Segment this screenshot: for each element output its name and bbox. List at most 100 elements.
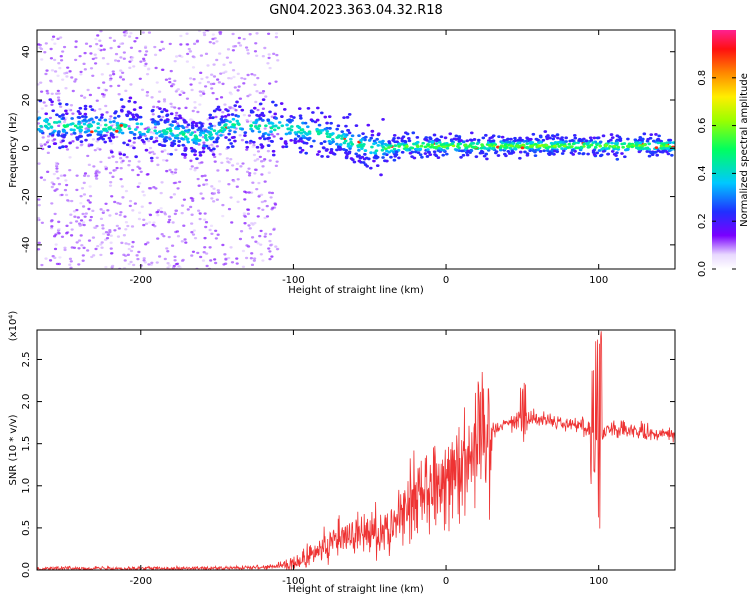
heatmap-ridge-cell (597, 149, 602, 152)
heatmap-ridge-cell (374, 149, 379, 153)
heatmap-noise-cell (79, 201, 83, 205)
heatmap-ridge-cell (262, 132, 266, 136)
heatmap-ridge-cell (370, 133, 375, 137)
y-tick-label: 0.5 (21, 520, 32, 536)
heatmap-noise-cell (245, 244, 249, 247)
heatmap-ridge-cell (277, 121, 282, 124)
heatmap-noise-cell (157, 100, 161, 103)
heatmap-ridge-cell (113, 111, 117, 115)
heatmap-noise-cell (137, 211, 142, 214)
heatmap-noise-cell (236, 200, 240, 204)
heatmap-ridge-cell (64, 145, 68, 148)
heatmap-noise-cell (210, 185, 214, 188)
heatmap-ridge-cell (317, 123, 322, 127)
heatmap-ridge-cell (104, 129, 109, 133)
heatmap-ridge-cell (307, 132, 312, 135)
heatmap-noise-cell (188, 50, 193, 53)
heatmap-ridge-cell (577, 137, 582, 141)
heatmap-ridge-cell (322, 146, 326, 150)
heatmap-noise-cell (95, 177, 99, 180)
heatmap-noise-cell (74, 78, 78, 81)
heatmap-noise-cell (242, 37, 246, 41)
heatmap-noise-cell (267, 171, 271, 174)
heatmap-noise-cell (191, 109, 195, 113)
heatmap-noise-cell (250, 236, 255, 239)
heatmap-noise-cell (203, 212, 207, 215)
heatmap-ridge-cell (315, 127, 319, 131)
heatmap-noise-cell (239, 230, 244, 233)
heatmap-ridge-cell (525, 142, 530, 146)
heatmap-noise-cell (58, 66, 62, 70)
heatmap-noise-cell (156, 210, 160, 214)
heatmap-noise-cell (142, 57, 146, 61)
heatmap-ridge-cell (68, 141, 72, 145)
heatmap-ridge-cell (465, 153, 470, 157)
heatmap-ridge-cell (132, 136, 137, 140)
heatmap-ridge-cell (232, 123, 237, 127)
heatmap-noise-cell (200, 174, 204, 178)
heatmap-ridge-cell (538, 140, 542, 144)
heatmap-ridge-cell (444, 152, 449, 156)
heatmap-ridge-cell (209, 124, 214, 128)
heatmap-noise-cell (124, 220, 129, 224)
heatmap-ridge-cell (325, 132, 329, 136)
heatmap-noise-cell (263, 46, 267, 50)
heatmap-noise-cell (49, 57, 54, 60)
heatmap-ridge-cell (207, 126, 212, 130)
heatmap-noise-cell (151, 150, 155, 154)
heatmap-noise-cell (64, 116, 68, 120)
heatmap-noise-cell (141, 190, 145, 193)
heatmap-ridge-cell (329, 150, 334, 154)
heatmap-ridge-cell (214, 140, 219, 144)
heatmap-noise-cell (261, 165, 265, 168)
heatmap-noise-cell (59, 54, 63, 58)
heatmap-noise-cell (101, 211, 105, 215)
heatmap-ridge-cell (301, 121, 305, 125)
heatmap-ridge-cell (536, 148, 540, 152)
heatmap-ridge-cell (467, 145, 471, 148)
heatmap-noise-cell (213, 124, 217, 128)
heatmap-ridge-cell (360, 155, 365, 159)
heatmap-noise-cell (246, 73, 250, 77)
spectrogram-frame (36, 29, 676, 270)
heatmap-ridge-cell (598, 144, 603, 148)
heatmap-ridge-cell (112, 120, 116, 123)
heatmap-noise-cell (248, 171, 252, 175)
heatmap-ridge-cell (223, 124, 227, 127)
heatmap-ridge-cell (144, 148, 149, 152)
heatmap-noise-cell (119, 42, 123, 46)
heatmap-ridge-cell (140, 132, 145, 136)
heatmap-noise-cell (218, 153, 222, 156)
heatmap-ridge-cell (610, 150, 615, 153)
heatmap-noise-cell (223, 253, 227, 256)
heatmap-ridge-cell (226, 126, 231, 129)
heatmap-ridge-cell (415, 140, 420, 144)
heatmap-noise-cell (270, 255, 274, 258)
heatmap-noise-cell (55, 167, 59, 170)
heatmap-ridge-cell (563, 147, 568, 151)
heatmap-ridge-cell (69, 128, 74, 132)
heatmap-noise-cell (80, 187, 85, 190)
heatmap-noise-cell (260, 200, 264, 204)
heatmap-ridge-cell (198, 127, 203, 130)
heatmap-ridge-cell (525, 136, 529, 140)
heatmap-noise-cell (264, 232, 268, 236)
heatmap-ridge-cell (183, 129, 188, 133)
heatmap-ridge-cell (564, 136, 568, 140)
heatmap-noise-cell (100, 92, 105, 96)
heatmap-ridge-cell (164, 132, 169, 135)
heatmap-noise-cell (211, 91, 215, 95)
heatmap-ridge-cell (484, 152, 489, 156)
heatmap-noise-cell (214, 229, 218, 232)
heatmap-noise-cell (145, 173, 149, 176)
heatmap-ridge-cell (423, 152, 428, 155)
heatmap-noise-cell (173, 255, 177, 259)
heatmap-noise-cell (206, 80, 211, 84)
heatmap-ridge-cell (158, 107, 162, 111)
spectrogram-background (37, 30, 675, 269)
heatmap-noise-cell (200, 77, 204, 81)
heatmap-noise-cell (212, 63, 216, 66)
heatmap-noise-cell (258, 234, 262, 238)
heatmap-ridge-cell (509, 144, 514, 148)
heatmap-noise-cell (231, 164, 235, 167)
